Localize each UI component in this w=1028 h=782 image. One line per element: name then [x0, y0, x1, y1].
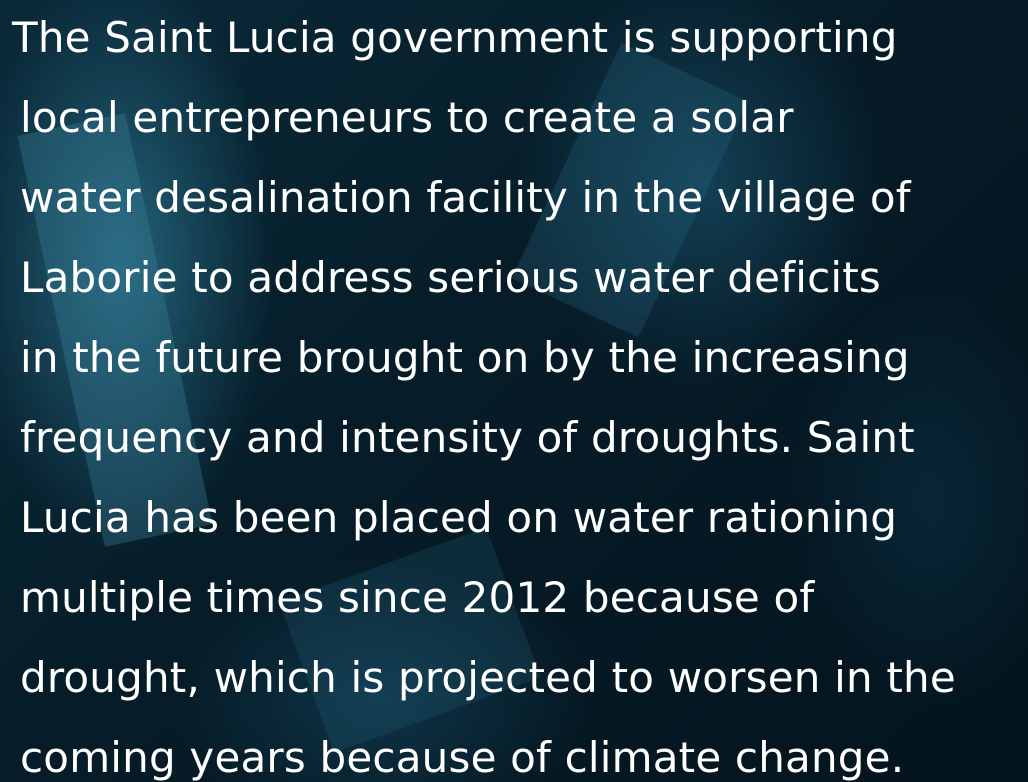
text-line: Laborie to address serious water deficit…: [20, 238, 881, 318]
text-line: water desalination facility in the villa…: [20, 158, 911, 238]
text-line: The Saint Lucia government is supporting: [12, 0, 898, 78]
background-photo: The Saint Lucia government is supporting…: [0, 0, 1028, 782]
text-line: frequency and intensity of droughts. Sai…: [20, 398, 915, 478]
text-line: Lucia has been placed on water rationing: [20, 478, 897, 558]
text-line: drought, which is projected to worsen in…: [20, 638, 956, 718]
text-line: local entrepreneurs to create a solar: [20, 78, 794, 158]
text-line: in the future brought on by the increasi…: [20, 318, 910, 398]
text-line: coming years because of climate change.: [20, 718, 904, 782]
page: {"text": {"lines": [ "The Saint Lucia go…: [0, 0, 1028, 782]
text-line: multiple times since 2012 because of: [20, 558, 814, 638]
